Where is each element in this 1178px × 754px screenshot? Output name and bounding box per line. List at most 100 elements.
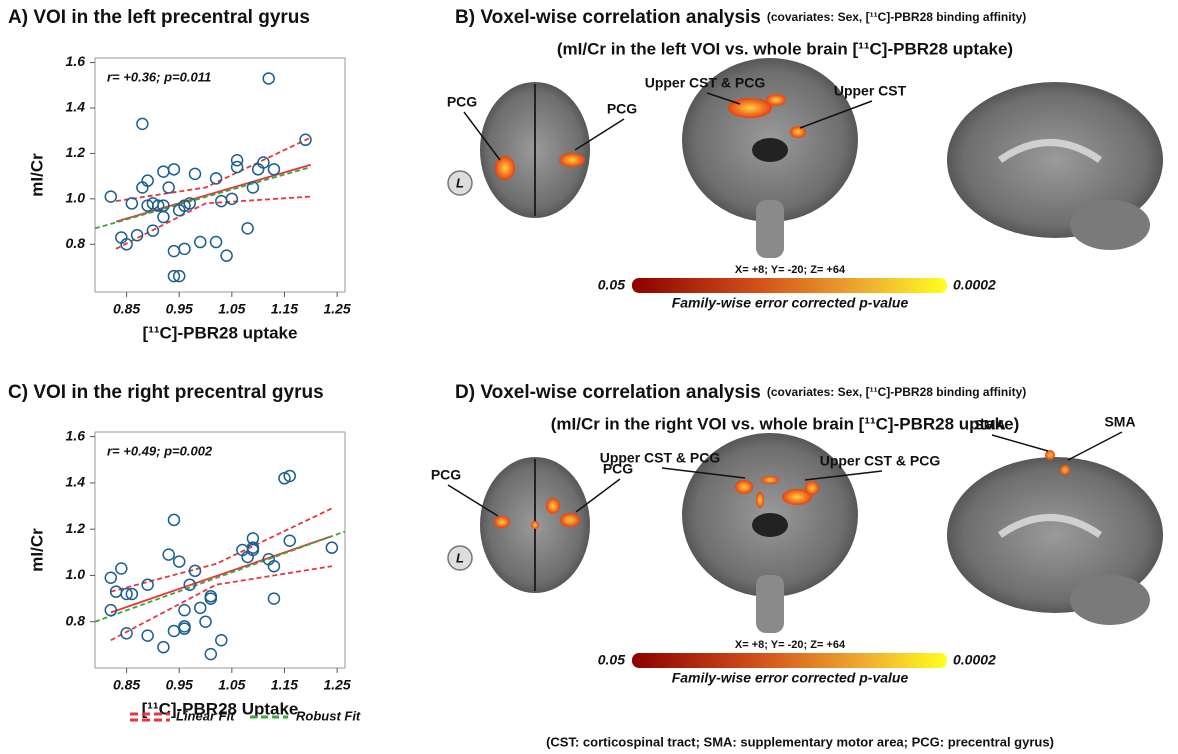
region-label: SMA (974, 417, 1005, 433)
y-axis-label: mI/Cr (27, 153, 46, 197)
orientation-label: L (456, 175, 464, 190)
x-tick-label: 1.25 (323, 677, 350, 693)
point (268, 593, 279, 604)
y-tick-label: 1.2 (66, 144, 86, 160)
activation (495, 156, 515, 180)
activation (761, 476, 779, 484)
panel-title-main: B) Voxel-wise correlation analysis (455, 7, 761, 28)
panel-title: D) Voxel-wise correlation analysis(covar… (455, 382, 1026, 403)
region-label: SMA (1104, 414, 1135, 430)
x-tick-label: 0.85 (113, 677, 140, 693)
scale-max: 0.0002 (953, 277, 996, 293)
point (211, 173, 222, 184)
x-tick-label: 0.95 (166, 677, 193, 693)
point (268, 164, 279, 175)
point (158, 642, 169, 653)
activation (790, 126, 806, 138)
scale-label: Family-wise error corrected p-value (672, 295, 909, 311)
point (163, 549, 174, 560)
x-tick-label: 1.25 (323, 301, 350, 317)
region-label: PCG (447, 94, 477, 110)
x-tick-label: 1.15 (271, 301, 298, 317)
covariates: (covariates: Sex, [¹¹C]-PBR28 binding af… (767, 385, 1026, 399)
point (174, 556, 185, 567)
point (163, 182, 174, 193)
point (121, 628, 132, 639)
cerebellum (1070, 200, 1150, 250)
point (226, 193, 237, 204)
activation (1045, 450, 1055, 460)
fit-line (95, 531, 345, 621)
fit-line (95, 167, 311, 228)
region-label: Upper CST & PCG (645, 75, 766, 91)
point (158, 212, 169, 223)
annotation: r= +0.36; p=0.011 (107, 69, 211, 84)
brainstem (756, 575, 784, 633)
activation (559, 153, 585, 167)
orientation-label: L (456, 550, 464, 565)
activation (1060, 465, 1070, 475)
x-tick-label: 0.85 (113, 301, 140, 317)
x-tick-label: 0.95 (166, 301, 193, 317)
ventricle (752, 513, 788, 537)
point (326, 542, 337, 553)
point (105, 572, 116, 583)
brain-panel: D) Voxel-wise correlation analysis(covar… (431, 382, 1163, 686)
point (168, 246, 179, 257)
y-tick-label: 1.6 (66, 427, 86, 443)
point (263, 73, 274, 84)
activation (728, 98, 772, 118)
fit-line (111, 508, 332, 591)
point (105, 605, 116, 616)
point (137, 118, 148, 129)
point (168, 164, 179, 175)
region-label: PCG (607, 101, 637, 117)
scale-min: 0.05 (598, 277, 625, 293)
y-tick-label: 1.2 (66, 520, 86, 536)
region-label: Upper CST (834, 83, 907, 99)
region-arrow (1068, 432, 1122, 460)
region-label: PCG (431, 467, 461, 483)
scale-min: 0.05 (598, 652, 625, 668)
x-axis-label: [¹¹C]-PBR28 uptake (143, 323, 298, 342)
x-tick-label: 1.15 (271, 677, 298, 693)
colorbar (632, 653, 947, 668)
y-tick-label: 0.8 (66, 235, 86, 251)
point (179, 605, 190, 616)
panel-subtitle: (mI/Cr in the right VOI vs. whole brain … (551, 414, 1020, 433)
panel-title: B) Voxel-wise correlation analysis (covar… (455, 7, 1026, 28)
activation (531, 521, 539, 529)
point (105, 191, 116, 202)
covariates: (covariates: Sex, [¹¹C]-PBR28 binding af… (767, 10, 1026, 24)
footnote: (CST: corticospinal tract; SMA: suppleme… (546, 734, 1054, 749)
colorbar (632, 278, 947, 293)
activation (494, 516, 510, 528)
activation (756, 492, 764, 508)
point (205, 649, 216, 660)
scale-max: 0.0002 (953, 652, 996, 668)
point (168, 625, 179, 636)
activation (805, 481, 819, 495)
point (232, 162, 243, 173)
x-tick-label: 1.05 (218, 677, 245, 693)
y-tick-label: 1.4 (66, 474, 86, 490)
y-tick-label: 1.4 (66, 99, 86, 115)
annotation: r= +0.49; p=0.002 (107, 443, 213, 458)
chart-title: C) VOI in the right precentral gyrus (8, 382, 324, 403)
point (168, 514, 179, 525)
cerebellum (1070, 575, 1150, 625)
legend-label: Linear Fit (176, 708, 235, 723)
scale-label: Family-wise error corrected p-value (672, 670, 909, 686)
point (195, 237, 206, 248)
activation (766, 94, 786, 106)
point (142, 630, 153, 641)
y-tick-label: 1.6 (66, 53, 86, 69)
y-tick-label: 1.0 (66, 566, 86, 582)
y-axis-label: mI/Cr (27, 528, 46, 572)
region-label: Upper CST & PCG (600, 450, 721, 466)
activation (735, 480, 753, 494)
legend-label: Robust Fit (296, 708, 361, 723)
brainstem (756, 200, 784, 258)
point (216, 635, 227, 646)
region-arrow (992, 435, 1048, 451)
